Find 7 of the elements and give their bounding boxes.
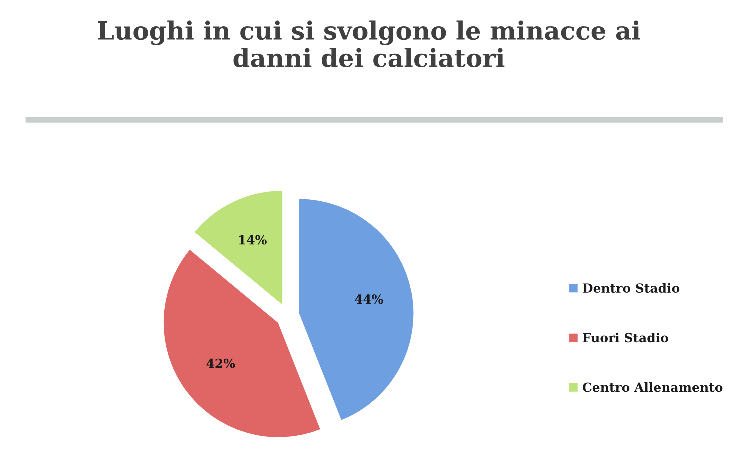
data-label: 44% [354,294,384,304]
legend-label: Fuori Stadio [583,332,668,343]
data-label: 42% [206,358,236,368]
chart-title: Luoghi in cui si svolgono le minacce ai danni dei calciatori [98,20,640,68]
legend-label: Centro Allenamento [582,382,723,392]
data-label: 14% [239,235,267,245]
legend-label: Dentro Stadio [583,283,680,294]
